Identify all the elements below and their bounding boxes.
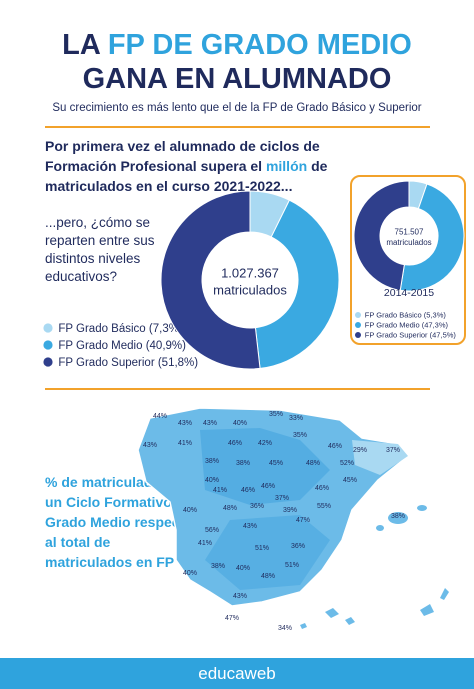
title-part: LA xyxy=(62,29,108,61)
map-label: 38% xyxy=(236,460,250,467)
map-label: 35% xyxy=(293,432,307,439)
divider xyxy=(45,388,430,390)
map-label: 38% xyxy=(211,563,225,570)
map-label: 46% xyxy=(328,443,342,450)
intro-highlight: millón xyxy=(265,158,308,174)
center-value: 1.027.367 xyxy=(221,265,279,280)
map-label: 48% xyxy=(306,460,320,467)
map-label: 29% xyxy=(353,447,367,454)
map-label: 46% xyxy=(228,440,242,447)
legend-swatch xyxy=(355,332,361,338)
legend-swatch xyxy=(355,312,361,318)
period: 2014-2015 xyxy=(384,287,434,299)
map-label: 43% xyxy=(178,420,192,427)
legend-label: FP Grado Básico (5,3%) xyxy=(365,311,447,320)
map-label: 46% xyxy=(315,485,329,492)
map-label: 40% xyxy=(183,570,197,577)
map-label: 46% xyxy=(241,487,255,494)
map-label: 41% xyxy=(213,487,227,494)
legend-label: FP Grado Superior (51,8%) xyxy=(58,357,198,369)
legend-label: FP Grado Superior (47,5%) xyxy=(365,331,457,340)
center-label: matriculados xyxy=(386,238,431,247)
map-label: 40% xyxy=(236,565,250,572)
intro: Por primera vez el alumnado de ciclos de… xyxy=(45,136,375,196)
legend-label: FP Grado Medio (40,9%) xyxy=(58,340,186,352)
map-label: 46% xyxy=(261,483,275,490)
title-highlight: FP DE GRADO MEDIO xyxy=(107,29,412,61)
map-label: 37% xyxy=(386,447,400,454)
map-label: 36% xyxy=(291,543,305,550)
subtitle: Su crecimiento es más lento que el de la… xyxy=(52,102,422,114)
map-label: 40% xyxy=(205,477,219,484)
map-label: 40% xyxy=(233,420,247,427)
map-label: 51% xyxy=(255,545,269,552)
map-label: 48% xyxy=(261,573,275,580)
map-label: 41% xyxy=(198,540,212,547)
map-label: 36% xyxy=(250,503,264,510)
legend-swatch xyxy=(355,322,361,328)
donut-segment xyxy=(160,190,261,370)
question: ...pero, ¿cómo se reparten entre sus dis… xyxy=(45,215,155,284)
map-label: 47% xyxy=(225,615,239,622)
map-label: 55% xyxy=(317,503,331,510)
center-value: 751.507 xyxy=(395,227,424,236)
map-label: 51% xyxy=(285,562,299,569)
map-label: 34% xyxy=(278,625,292,632)
map-label: 56% xyxy=(205,527,219,534)
map-label: 45% xyxy=(269,460,283,467)
map-label: 33% xyxy=(289,415,303,422)
map-label: 48% xyxy=(223,505,237,512)
map-label: 35% xyxy=(269,411,283,418)
comparison-box xyxy=(350,175,466,345)
legend-swatch xyxy=(43,357,53,367)
map-label: 37% xyxy=(275,495,289,502)
map-label: 43% xyxy=(233,593,247,600)
region xyxy=(352,440,408,475)
title: LA FP DE GRADO MEDIO GANA EN ALUMNADO xyxy=(0,28,474,96)
map-label: 43% xyxy=(143,442,157,449)
title-part: GANA EN ALUMNADO xyxy=(82,63,392,95)
legend-swatch xyxy=(43,340,53,350)
map-label: 38% xyxy=(391,513,405,520)
island xyxy=(417,505,427,511)
map-label: 40% xyxy=(183,507,197,514)
footer-brand: educaweb xyxy=(0,658,474,689)
map xyxy=(137,407,449,629)
intro-text: Por primera vez el alumnado de ciclos de… xyxy=(45,138,320,174)
legend-label: FP Grado Básico (7,3%) xyxy=(58,323,183,335)
map-label: 42% xyxy=(258,440,272,447)
map-label: 39% xyxy=(283,507,297,514)
map-label: 47% xyxy=(296,517,310,524)
region xyxy=(200,428,330,505)
canary-islands xyxy=(300,588,449,629)
region xyxy=(205,515,330,590)
donut-segment xyxy=(353,180,410,291)
map-label: 52% xyxy=(340,460,354,467)
map-label: 38% xyxy=(205,458,219,465)
map-label: 41% xyxy=(178,440,192,447)
island xyxy=(376,525,384,531)
donut-segment xyxy=(399,183,465,292)
donut-segment xyxy=(254,199,340,369)
map-label: 44% xyxy=(153,413,167,420)
intro-text: de matriculados en el curso 2021-2022... xyxy=(45,158,328,194)
center-label: matriculados xyxy=(213,282,287,297)
map-label: 43% xyxy=(203,420,217,427)
map-label: 45% xyxy=(343,477,357,484)
map-label: 43% xyxy=(243,523,257,530)
legend-label: FP Grado Medio (47,3%) xyxy=(365,321,449,330)
legend-swatch xyxy=(43,323,53,333)
divider xyxy=(45,126,430,128)
island xyxy=(388,512,408,524)
